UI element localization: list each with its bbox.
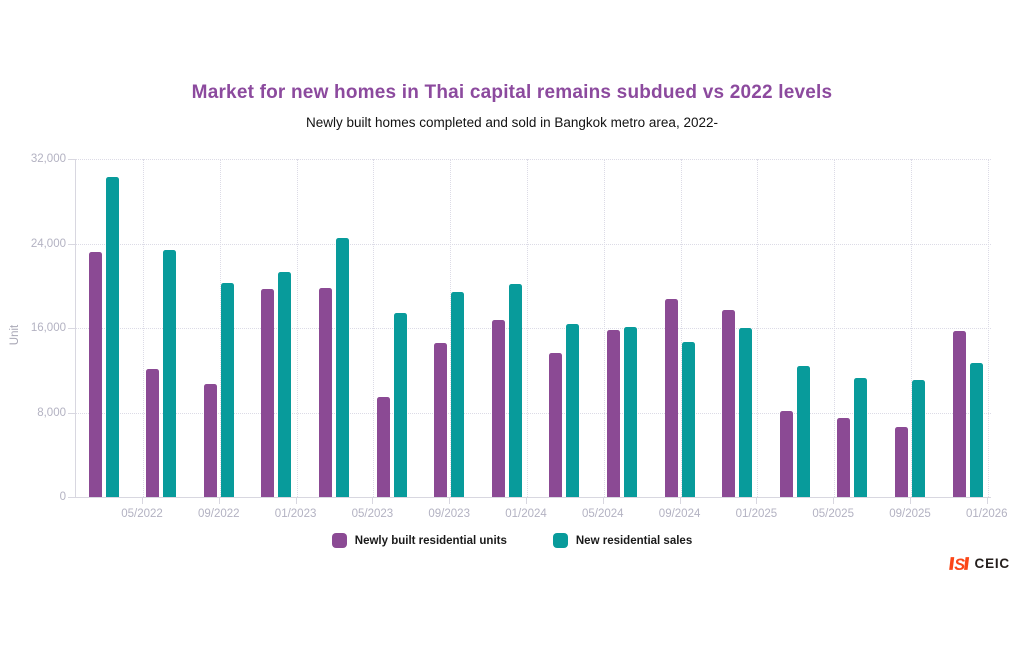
- x-tick-mark: [526, 498, 527, 504]
- x-tick-mark: [142, 498, 143, 504]
- bar-built-12/2025: [952, 331, 966, 497]
- x-tick-label: 05/2024: [582, 508, 624, 520]
- svg-text:S: S: [954, 556, 965, 572]
- bar-built-09/2022: [203, 384, 217, 497]
- x-tick-mark: [218, 498, 220, 504]
- y-tick-mark: [68, 159, 75, 160]
- y-tick-mark: [68, 328, 75, 329]
- bar-sales-06/2024: [623, 327, 637, 497]
- legend-swatch: [552, 533, 568, 548]
- x-gridline: [911, 159, 912, 497]
- y-gridline: [76, 412, 991, 414]
- bar-sales-09/2024: [681, 342, 695, 497]
- y-tick-label: 0: [59, 491, 66, 503]
- x-gridline: [527, 159, 528, 497]
- y-tick-label: 32,000: [30, 153, 66, 165]
- chart-title: Market for new homes in Thai capital rem…: [191, 82, 833, 103]
- bar-sales-09/2023: [451, 292, 465, 497]
- bar-built-03/2025: [779, 411, 793, 497]
- x-tick-mark: [833, 498, 835, 504]
- x-gridline: [834, 159, 836, 497]
- bar-sales-06/2025: [854, 378, 868, 497]
- bar-built-12/2024: [722, 310, 736, 497]
- x-gridline: [603, 159, 605, 497]
- y-tick-label: 24,000: [30, 237, 66, 250]
- x-tick-label: 09/2025: [889, 508, 931, 520]
- x-tick-mark: [602, 498, 604, 504]
- x-tick-mark: [756, 498, 758, 504]
- bar-sales-09/2022: [220, 283, 234, 497]
- x-tick-mark: [449, 498, 451, 504]
- y-tick-mark: [68, 412, 75, 414]
- plot-area: [75, 159, 991, 498]
- ceic-logo: S CEIC: [947, 555, 1010, 572]
- bar-built-03/2024: [549, 353, 563, 497]
- x-gridline: [680, 159, 682, 497]
- x-tick-mark: [679, 498, 681, 504]
- y-tick-label: 16,000: [30, 322, 66, 334]
- x-tick-label: 09/2023: [428, 508, 470, 520]
- y-tick-mark: [68, 243, 75, 245]
- x-tick-label: 09/2024: [658, 508, 701, 520]
- bar-built-09/2025: [894, 427, 908, 497]
- x-tick-mark: [372, 498, 374, 504]
- x-tick-label: 01/2025: [735, 508, 778, 520]
- x-tick-mark: [295, 498, 297, 504]
- bar-built-03/2022: [88, 252, 102, 497]
- x-tick-mark: [910, 498, 911, 504]
- x-gridline: [296, 159, 298, 497]
- bar-built-09/2024: [664, 299, 678, 497]
- legend-swatch: [331, 533, 347, 548]
- y-gridline: [76, 243, 991, 245]
- bar-built-12/2022: [261, 289, 275, 497]
- legend-label: Newly built residential units: [354, 534, 507, 547]
- bar-built-09/2023: [434, 343, 448, 497]
- legend-label: New residential sales: [575, 534, 693, 547]
- bar-sales-09/2025: [911, 380, 925, 497]
- bar-sales-03/2023: [335, 238, 349, 497]
- bar-sales-12/2024: [739, 328, 753, 497]
- chart-subtitle: Newly built homes completed and sold in …: [306, 115, 718, 130]
- x-tick-label: 05/2025: [812, 508, 854, 520]
- bar-built-06/2024: [606, 330, 620, 497]
- bar-sales-12/2023: [508, 284, 522, 497]
- legend-item: New residential sales: [552, 533, 693, 548]
- x-gridline: [987, 159, 989, 497]
- legend-item: Newly built residential units: [331, 533, 507, 548]
- bar-sales-12/2022: [278, 272, 292, 497]
- x-gridline: [450, 159, 452, 497]
- bar-sales-03/2024: [566, 324, 580, 497]
- y-tick-mark: [68, 497, 75, 498]
- bar-built-03/2023: [318, 288, 332, 497]
- x-tick-label: 01/2024: [505, 508, 547, 520]
- y-axis-title: Unit: [9, 324, 21, 346]
- bar-built-06/2025: [837, 418, 851, 497]
- bar-sales-12/2025: [969, 363, 983, 497]
- y-gridline: [76, 159, 991, 160]
- bar-sales-03/2022: [105, 177, 119, 497]
- x-tick-mark: [986, 498, 988, 504]
- legend: Newly built residential units New residen…: [0, 533, 1024, 548]
- x-tick-label: 05/2023: [351, 508, 394, 520]
- x-gridline: [219, 159, 221, 497]
- x-gridline: [143, 159, 144, 497]
- bar-built-12/2023: [491, 320, 505, 497]
- x-gridline: [757, 159, 759, 497]
- x-gridline: [373, 159, 375, 497]
- x-tick-label: 09/2022: [198, 508, 240, 520]
- bar-built-06/2023: [376, 397, 390, 497]
- bar-sales-06/2022: [163, 250, 177, 497]
- bar-sales-03/2025: [796, 366, 810, 497]
- x-tick-label: 01/2026: [966, 508, 1008, 520]
- bar-sales-06/2023: [393, 313, 407, 497]
- isi-logo-mark: S: [948, 556, 969, 572]
- x-tick-label: 01/2023: [274, 508, 317, 520]
- y-tick-label: 8,000: [37, 406, 66, 419]
- y-gridline: [76, 328, 991, 329]
- x-tick-label: 05/2022: [121, 508, 163, 520]
- ceic-logo-text: CEIC: [974, 556, 1010, 571]
- bar-built-06/2022: [146, 369, 160, 497]
